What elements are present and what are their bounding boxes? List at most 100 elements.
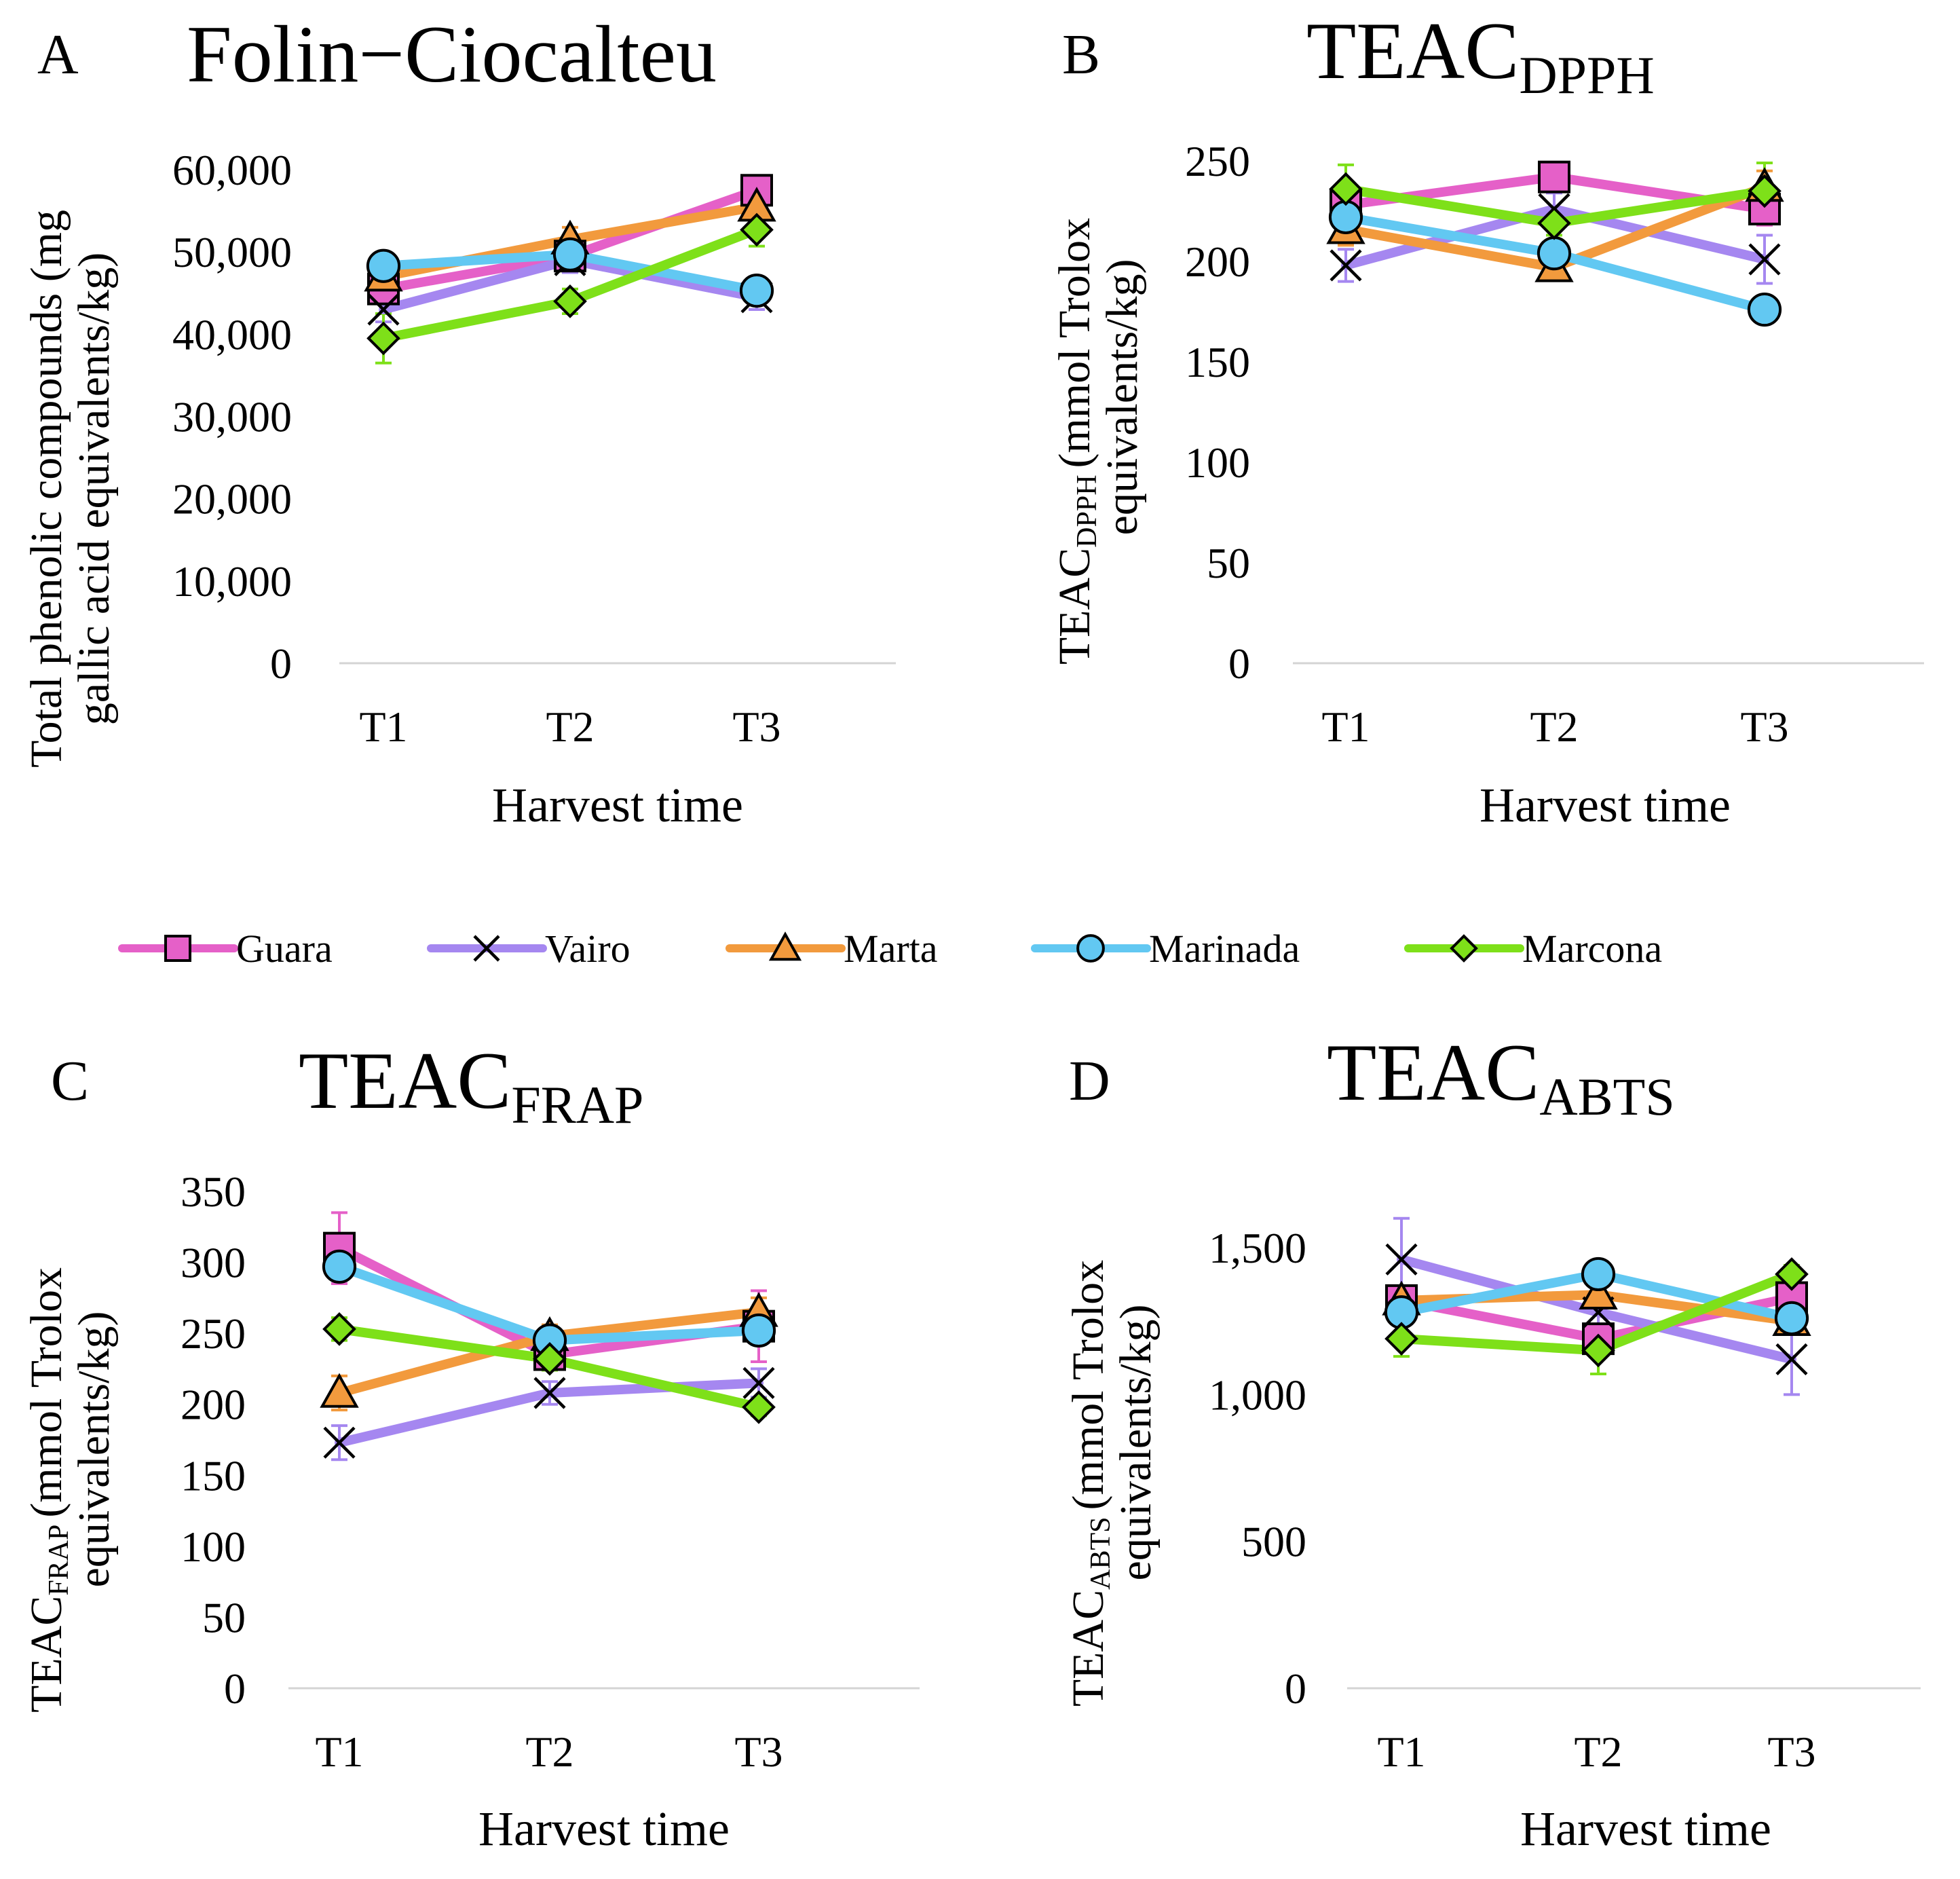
data-point-c-marcona <box>533 1341 567 1376</box>
x-tick-label-a: T3 <box>732 703 780 751</box>
x-tick-label-b: T2 <box>1530 703 1578 751</box>
panel-title-d: TEACABTS <box>1327 1027 1675 1126</box>
panel-title-c-main: TEAC <box>299 1035 511 1125</box>
x-tick-label-d: T2 <box>1574 1728 1622 1776</box>
y-tick-label-b: 150 <box>1185 338 1250 386</box>
plot-area-b: 0 50 100 150 200 250 T1 T2 T3 <box>1185 137 1924 751</box>
legend-marker-guara <box>164 935 191 962</box>
x-axis-label-d: Harvest time <box>1520 1802 1771 1856</box>
y-axis-label-c-rest: (mmol Trolox <box>22 1267 71 1518</box>
y-axis-label-a-line2: gallic acid equivalents/kg) <box>69 253 119 725</box>
x-axis-label-a: Harvest time <box>492 778 743 832</box>
data-point-c-vairo <box>533 1377 566 1409</box>
data-point-c-vairo <box>323 1426 356 1459</box>
panel-letter-c: C <box>51 1049 89 1113</box>
legend-marker-marta <box>768 931 802 961</box>
data-point-d-marinada <box>1581 1257 1616 1292</box>
x-tick-label-a: T2 <box>546 703 594 751</box>
data-point-c-marcona <box>742 1390 776 1424</box>
panel-title-d-main: TEAC <box>1327 1027 1539 1117</box>
data-point-a-marcona <box>366 321 400 356</box>
panel-title-a: Folin−Ciocalteu <box>187 9 717 99</box>
panel-title-d-sub: ABTS <box>1539 1067 1674 1126</box>
legend-marker-marcona <box>1450 934 1478 963</box>
panel-title-c: TEACFRAP <box>299 1035 643 1134</box>
y-axis-label-c-line2: equivalents/kg) <box>69 1311 119 1588</box>
y-axis-label-c-sub: FRAP <box>43 1525 75 1596</box>
panel-b: B TEACDPPH Harvest time TEACDPPH(mmol Tr… <box>1050 5 1924 832</box>
y-tick-label-d: 1,500 <box>1209 1224 1306 1272</box>
x-tick-label-c: T1 <box>315 1728 363 1776</box>
y-tick-label-c: 250 <box>181 1309 246 1358</box>
data-point-d-vairo <box>1775 1343 1808 1376</box>
y-tick-label-b: 100 <box>1185 439 1250 487</box>
data-point-d-marcona <box>1581 1333 1615 1368</box>
data-point-a-vairo <box>367 293 400 326</box>
legend-label-vairo: Vairo <box>545 927 630 971</box>
panel-title-b-sub: DPPH <box>1519 45 1654 105</box>
data-point-b-marinada <box>1328 200 1363 234</box>
data-point-b-vairo <box>1748 243 1781 276</box>
panel-a: A Folin−Ciocalteu Harvest time Total phe… <box>22 9 896 832</box>
legend-marker-marinada <box>1076 934 1105 963</box>
plot-area-a: 0 10,000 20,000 30,000 40,000 50,000 60,000 T1 T… <box>172 146 896 751</box>
y-axis-label-d-line2: equivalents/kg) <box>1111 1305 1161 1581</box>
y-axis-label-d-sub: ABTS <box>1085 1517 1116 1589</box>
data-point-b-guara <box>1538 160 1570 193</box>
y-tick-label-d: 1,000 <box>1209 1371 1306 1419</box>
legend-label-marta: Marta <box>844 927 938 971</box>
panel-d: D TEACABTS Harvest time TEACABTS(mmol Tr… <box>1063 1027 1921 1856</box>
y-tick-label-c: 350 <box>181 1168 246 1216</box>
y-tick-label-b: 0 <box>1228 639 1250 688</box>
x-tick-label-b: T3 <box>1740 703 1788 751</box>
y-axis-label-b-line1: TEACDPPH (mmol Trolox <box>1050 218 1103 665</box>
y-tick-label-a: 20,000 <box>172 475 292 523</box>
y-axis-label-b-prefix: TEAC <box>1050 548 1099 665</box>
data-point-b-marinada <box>1747 292 1782 327</box>
panel-title-b-main: TEAC <box>1306 5 1519 96</box>
legend-label-guara: Guara <box>236 927 333 971</box>
y-axis-label-d-line1: TEACABTS (mmol Trolox <box>1063 1260 1116 1707</box>
legend: Guara Vairo Marta Marinada Marcona <box>118 927 1662 971</box>
x-tick-label-b: T1 <box>1321 703 1370 751</box>
data-point-d-vairo <box>1385 1243 1418 1276</box>
data-point-b-marcona <box>1329 172 1363 206</box>
data-point-a-marinada <box>739 274 774 308</box>
y-axis-label-d-rest: (mmol Trolox <box>1063 1260 1113 1510</box>
y-tick-label-a: 60,000 <box>172 146 292 194</box>
data-point-c-marcona <box>322 1312 356 1346</box>
panel-letter-d: D <box>1069 1049 1110 1113</box>
y-tick-label-a: 50,000 <box>172 228 292 276</box>
data-point-a-marcona <box>740 212 774 247</box>
data-point-d-marinada <box>1774 1301 1809 1335</box>
data-point-d-marta <box>1579 1274 1618 1310</box>
y-axis-label-d-prefix: TEAC <box>1063 1590 1113 1707</box>
panel-title-b: TEACDPPH <box>1306 5 1655 105</box>
data-point-b-marcona <box>1537 206 1571 240</box>
plot-area-c: 0 50 100 150 200 250 300 350 T1 T2 T3 <box>181 1168 920 1776</box>
data-point-d-marcona <box>1384 1322 1418 1356</box>
x-axis-label-b: Harvest time <box>1480 778 1731 832</box>
x-tick-label-c: T3 <box>734 1728 783 1776</box>
y-tick-label-c: 300 <box>181 1239 246 1287</box>
legend-label-marinada: Marinada <box>1149 927 1300 971</box>
y-axis-label-b-line2: equivalents/kg) <box>1097 259 1147 536</box>
panel-c: C TEACFRAP Harvest time TEACFRAP(mmol Tr… <box>22 1035 920 1856</box>
y-tick-label-a: 30,000 <box>172 393 292 441</box>
y-tick-label-c: 0 <box>224 1664 246 1713</box>
y-axis-label-b-sub: DPPH <box>1072 475 1103 547</box>
y-tick-label-d: 0 <box>1285 1664 1306 1713</box>
y-tick-label-c: 150 <box>181 1451 246 1500</box>
y-tick-label-c: 50 <box>202 1593 246 1641</box>
legend-marker-vairo <box>473 935 500 962</box>
y-tick-label-c: 200 <box>181 1381 246 1429</box>
x-axis-label-c: Harvest time <box>478 1802 730 1856</box>
x-tick-label-d: T3 <box>1767 1728 1815 1776</box>
data-point-d-marcona <box>1775 1257 1809 1291</box>
y-axis-label-a-line1: Total phenolic compounds (mg <box>22 210 71 768</box>
data-point-a-marinada <box>552 237 588 272</box>
y-tick-label-a: 40,000 <box>172 310 292 358</box>
y-tick-label-b: 250 <box>1185 137 1250 185</box>
